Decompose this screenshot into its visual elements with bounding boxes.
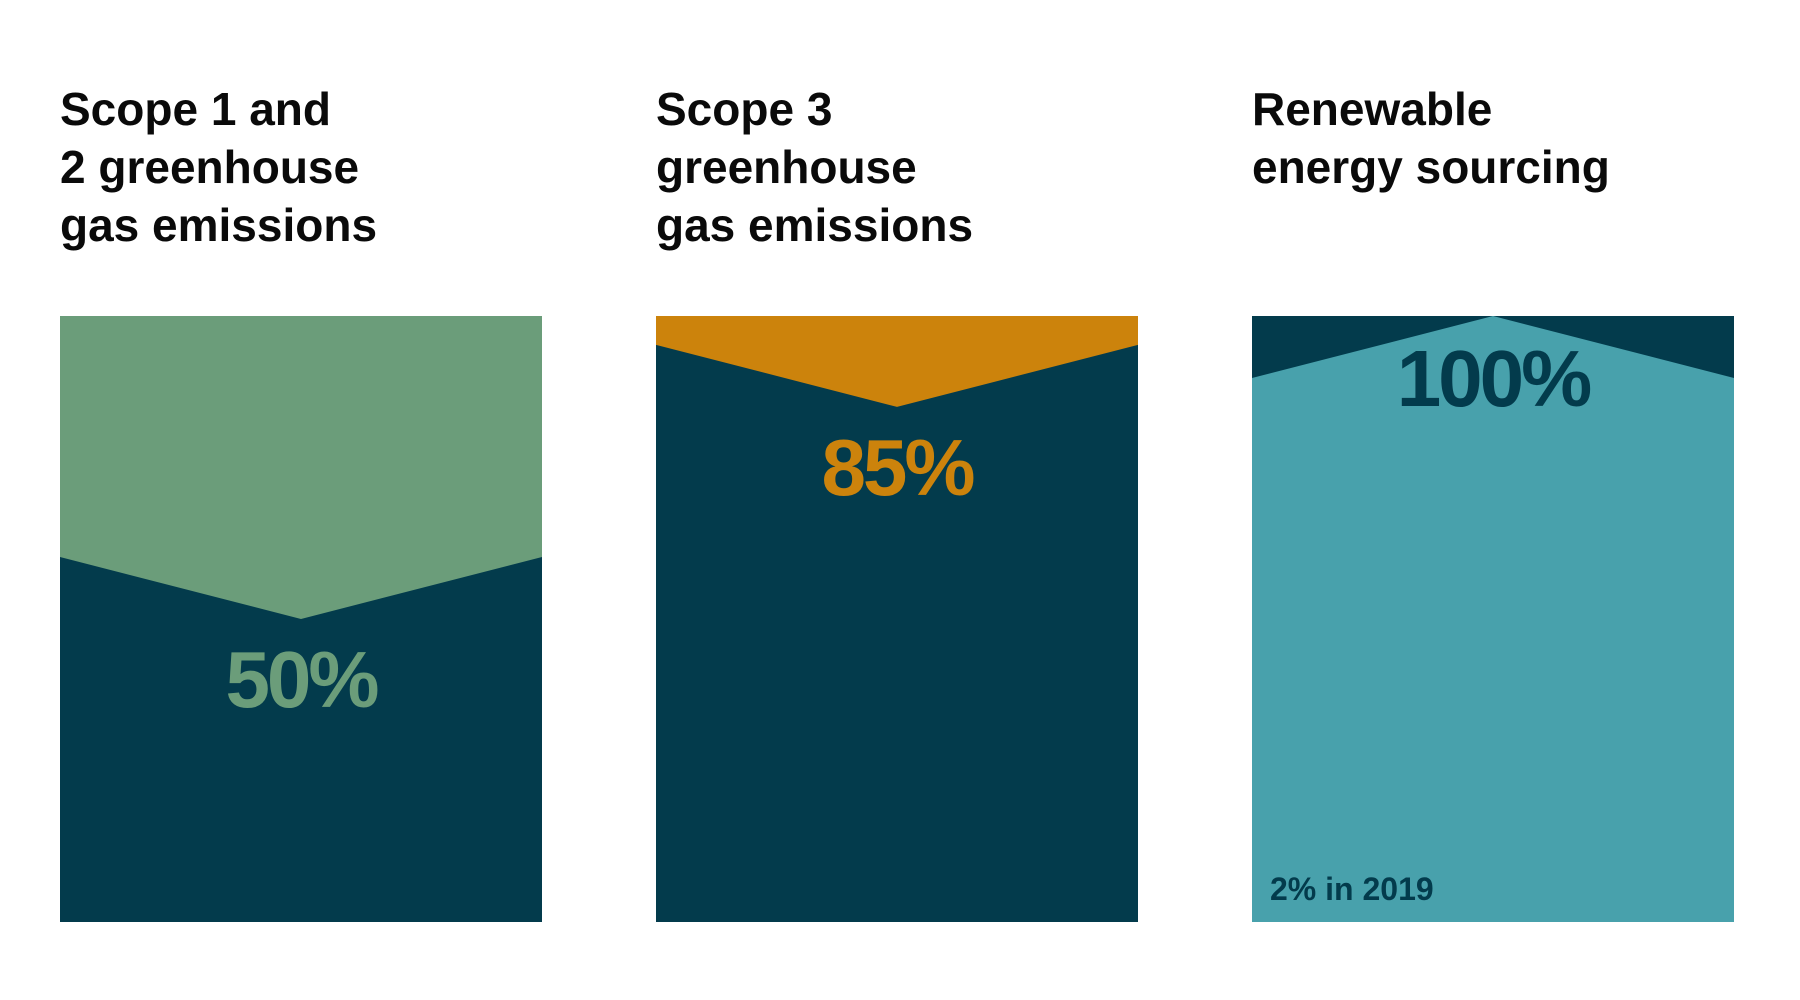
- bar-fill: [60, 557, 542, 922]
- baseline-note: 2% in 2019: [1270, 871, 1434, 907]
- panel-title: Scope 1 and 2 greenhouse gas emissions: [60, 83, 378, 251]
- chart-scope-3: 85%: [656, 316, 1138, 922]
- bar-fill: [656, 344, 1138, 922]
- bar-fill: [1252, 316, 1734, 922]
- value-label: 50%: [225, 635, 378, 724]
- value-label: 100%: [1397, 334, 1591, 423]
- chart-renewable-energy: 100% 2% in 2019: [1252, 316, 1734, 922]
- panel-scope-3: Scope 3 greenhouse gas emissions 85%: [656, 80, 1138, 922]
- panel-renewable-energy: Renewable energy sourcing 100% 2% in 2019: [1252, 80, 1734, 922]
- panel-title: Scope 3 greenhouse gas emissions: [656, 83, 974, 251]
- chart-scope-1-2: 50%: [60, 316, 542, 922]
- panel-scope-1-2: Scope 1 and 2 greenhouse gas emissions 5…: [60, 80, 542, 922]
- panel-title: Renewable energy sourcing: [1252, 83, 1610, 193]
- value-label: 85%: [821, 423, 974, 512]
